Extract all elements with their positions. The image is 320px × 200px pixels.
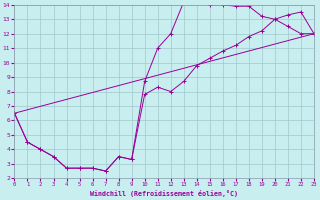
X-axis label: Windchill (Refroidissement éolien,°C): Windchill (Refroidissement éolien,°C)	[90, 190, 238, 197]
